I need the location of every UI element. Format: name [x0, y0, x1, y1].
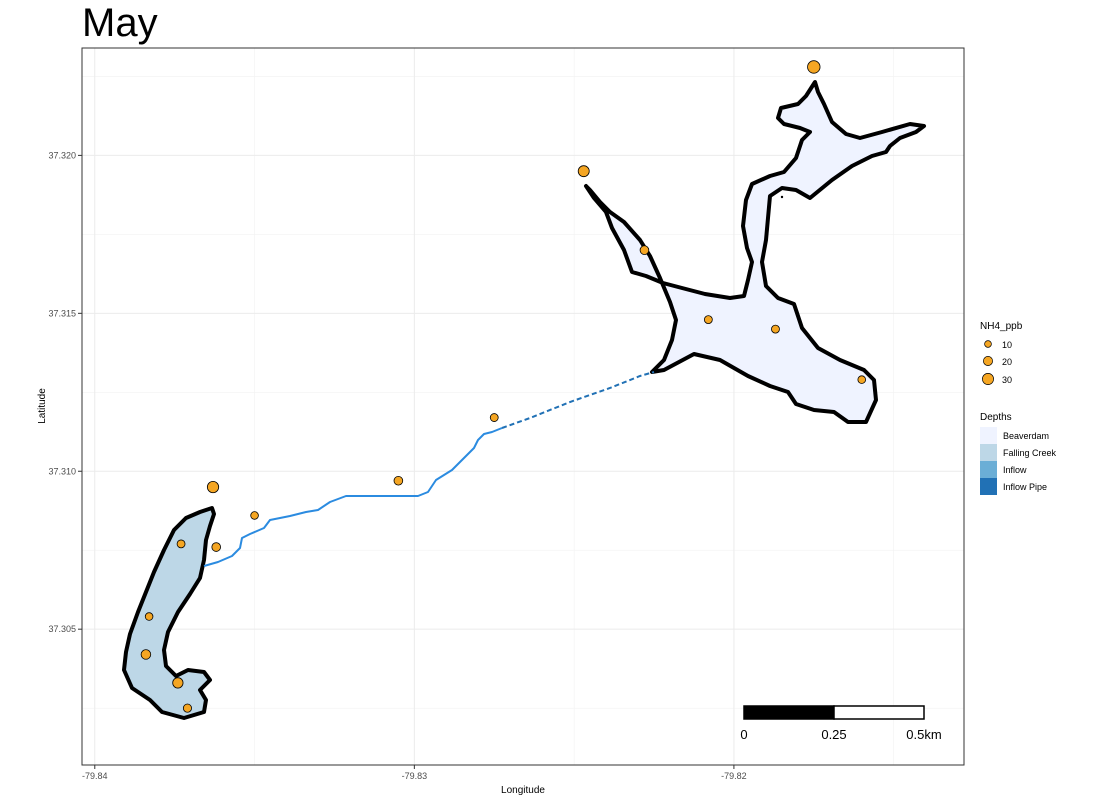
sample-point	[144, 612, 154, 621]
sample-point	[206, 480, 220, 494]
sample-point	[172, 677, 184, 689]
sample-point	[857, 375, 866, 384]
size-legend-label-10: 10	[1002, 340, 1012, 350]
depths-legend: Depths Beaverdam Falling Creek Inflow In…	[980, 412, 1057, 495]
sample-point	[489, 413, 499, 422]
depths-key-inflow-pipe	[980, 478, 997, 495]
sample-point	[182, 703, 192, 713]
size-legend-key-30	[982, 373, 994, 385]
x-tick-label: -79.83	[402, 771, 428, 781]
size-legend-key-10	[984, 340, 992, 348]
inflow-pipe	[501, 371, 655, 429]
y-tick-label: 37.320	[48, 150, 76, 160]
sample-point	[176, 539, 186, 549]
grid-lines	[82, 48, 964, 765]
depths-legend-title: Depths	[980, 412, 1012, 423]
axes: -79.84 -79.83 -79.82 37.305 37.310 37.315 37.3…	[48, 150, 746, 781]
size-legend-label-20: 20	[1002, 357, 1012, 367]
sample-point	[639, 245, 650, 255]
sample-point	[807, 60, 821, 74]
map-title: May	[82, 1, 158, 45]
sample-point	[703, 315, 713, 325]
sample-points	[140, 60, 866, 713]
depths-key-falling-creek	[980, 444, 997, 461]
panel-border	[81, 47, 965, 766]
sample-point	[771, 324, 780, 334]
sample-point	[140, 649, 152, 660]
scale-label-05km: 0.5km	[906, 727, 941, 742]
scale-bar: 0 0.25 0.5km	[740, 705, 942, 742]
size-legend-label-30: 30	[1002, 375, 1012, 385]
x-tick-label: -79.82	[721, 771, 747, 781]
x-tick-label: -79.84	[82, 771, 108, 781]
island-marker	[780, 195, 784, 199]
depths-key-inflow	[980, 461, 997, 478]
scale-label-025: 0.25	[821, 727, 846, 742]
y-tick-label: 37.315	[48, 308, 76, 318]
scale-label-0: 0	[740, 727, 747, 742]
inflow-stream	[203, 427, 503, 567]
size-legend-title: NH4_ppb	[980, 321, 1023, 332]
sample-point	[211, 542, 221, 552]
scale-bar-white-segment	[833, 705, 925, 720]
size-legend: NH4_ppb 10 20 30	[980, 321, 1023, 385]
depths-label-inflow: Inflow	[1003, 465, 1027, 475]
depths-label-falling-creek: Falling Creek	[1003, 448, 1057, 458]
sample-point	[577, 165, 590, 178]
scale-bar-black-segment	[743, 705, 835, 720]
depths-label-beaverdam: Beaverdam	[1003, 431, 1049, 441]
beaverdam-reservoir	[584, 80, 926, 424]
sample-point	[250, 511, 259, 520]
y-tick-label: 37.305	[48, 624, 76, 634]
falling-creek-reservoir	[122, 506, 216, 720]
y-axis-title: Latitude	[37, 388, 48, 424]
y-tick-label: 37.310	[48, 466, 76, 476]
size-legend-key-20	[983, 356, 993, 366]
sample-point	[393, 475, 404, 486]
x-axis-title: Longitude	[501, 785, 545, 796]
depths-key-beaverdam	[980, 427, 997, 444]
depths-label-inflow-pipe: Inflow Pipe	[1003, 482, 1047, 492]
